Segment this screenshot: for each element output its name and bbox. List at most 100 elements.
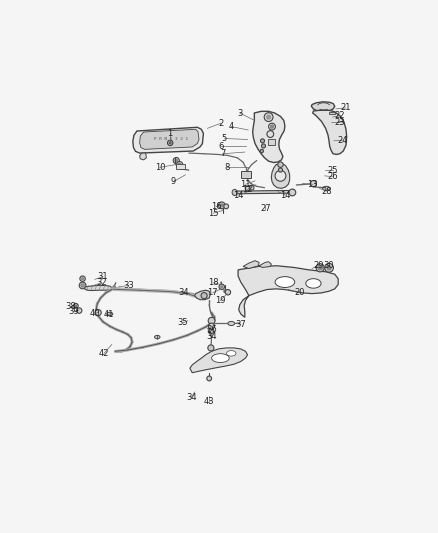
Text: 1: 1 (168, 129, 173, 138)
Polygon shape (85, 286, 112, 290)
Circle shape (224, 290, 226, 293)
Text: 9: 9 (171, 177, 176, 186)
Circle shape (221, 286, 223, 288)
Circle shape (267, 131, 274, 138)
Text: 2: 2 (219, 119, 224, 128)
Text: 31: 31 (98, 272, 108, 281)
Circle shape (219, 202, 225, 209)
Circle shape (81, 278, 84, 280)
Circle shape (261, 139, 265, 143)
Circle shape (178, 163, 181, 166)
Text: 20: 20 (294, 288, 304, 297)
Ellipse shape (212, 354, 229, 362)
Ellipse shape (322, 187, 330, 190)
Text: 35: 35 (178, 318, 188, 327)
Ellipse shape (275, 277, 295, 287)
Text: 15: 15 (208, 208, 219, 217)
Polygon shape (194, 290, 210, 300)
Text: 21: 21 (341, 103, 351, 112)
Circle shape (279, 168, 283, 172)
Text: 10: 10 (155, 163, 165, 172)
Text: 30: 30 (324, 261, 334, 270)
Text: 42: 42 (99, 349, 109, 358)
Circle shape (249, 185, 254, 190)
Text: 11: 11 (240, 180, 251, 189)
Ellipse shape (306, 279, 321, 288)
Circle shape (225, 289, 230, 295)
Text: 19: 19 (215, 296, 226, 305)
Circle shape (289, 189, 296, 196)
Text: P R N D 3 2 1: P R N D 3 2 1 (154, 138, 188, 141)
Circle shape (261, 144, 265, 148)
Text: 4: 4 (229, 122, 234, 131)
Circle shape (316, 264, 324, 272)
Circle shape (224, 204, 229, 209)
Text: 12: 12 (242, 185, 253, 194)
Circle shape (208, 317, 215, 324)
Text: 18: 18 (208, 278, 219, 287)
Text: 26: 26 (328, 172, 339, 181)
Circle shape (208, 345, 214, 351)
Circle shape (80, 276, 85, 281)
Circle shape (264, 112, 273, 122)
Text: 34: 34 (206, 332, 217, 341)
Polygon shape (140, 153, 146, 160)
Circle shape (220, 204, 223, 207)
Ellipse shape (226, 351, 236, 356)
Text: 7: 7 (220, 149, 226, 158)
Circle shape (95, 310, 101, 316)
Circle shape (260, 149, 264, 153)
Polygon shape (235, 190, 293, 194)
Bar (241, 172, 251, 178)
Polygon shape (259, 262, 271, 268)
Bar (176, 164, 185, 169)
Text: 43: 43 (204, 397, 215, 406)
Text: 29: 29 (314, 261, 324, 270)
Circle shape (75, 305, 77, 307)
Circle shape (201, 293, 207, 298)
Polygon shape (253, 111, 285, 163)
Polygon shape (271, 164, 290, 188)
Circle shape (169, 142, 171, 144)
Ellipse shape (155, 335, 160, 339)
Circle shape (207, 376, 212, 381)
Text: 33: 33 (124, 281, 134, 290)
Text: 28: 28 (321, 187, 332, 196)
Circle shape (318, 266, 322, 270)
Bar (329, 112, 335, 115)
Circle shape (113, 286, 116, 288)
Circle shape (268, 123, 276, 130)
Text: 5: 5 (222, 134, 227, 143)
Circle shape (77, 308, 82, 313)
Circle shape (245, 186, 250, 191)
Ellipse shape (228, 321, 235, 326)
Circle shape (219, 284, 224, 289)
Ellipse shape (107, 312, 113, 316)
Polygon shape (140, 130, 199, 149)
Text: 23: 23 (335, 118, 345, 127)
Text: 17: 17 (207, 288, 218, 297)
Polygon shape (190, 348, 247, 373)
Ellipse shape (232, 189, 237, 196)
Text: 6: 6 (219, 142, 224, 151)
Circle shape (175, 159, 178, 162)
Polygon shape (311, 102, 335, 112)
Text: 27: 27 (260, 204, 271, 213)
Circle shape (167, 140, 173, 146)
Text: 32: 32 (96, 278, 107, 287)
Text: 25: 25 (328, 166, 338, 174)
Circle shape (270, 125, 274, 128)
Text: 36: 36 (206, 325, 217, 334)
Circle shape (177, 161, 183, 168)
Circle shape (275, 171, 286, 181)
Text: 8: 8 (225, 163, 230, 172)
Text: 22: 22 (335, 111, 345, 120)
Polygon shape (313, 110, 346, 155)
Circle shape (81, 284, 84, 287)
Ellipse shape (290, 189, 295, 196)
Text: 24: 24 (337, 136, 348, 144)
Circle shape (267, 115, 271, 119)
Circle shape (173, 157, 179, 164)
Text: 34: 34 (186, 393, 197, 402)
Circle shape (311, 181, 317, 187)
